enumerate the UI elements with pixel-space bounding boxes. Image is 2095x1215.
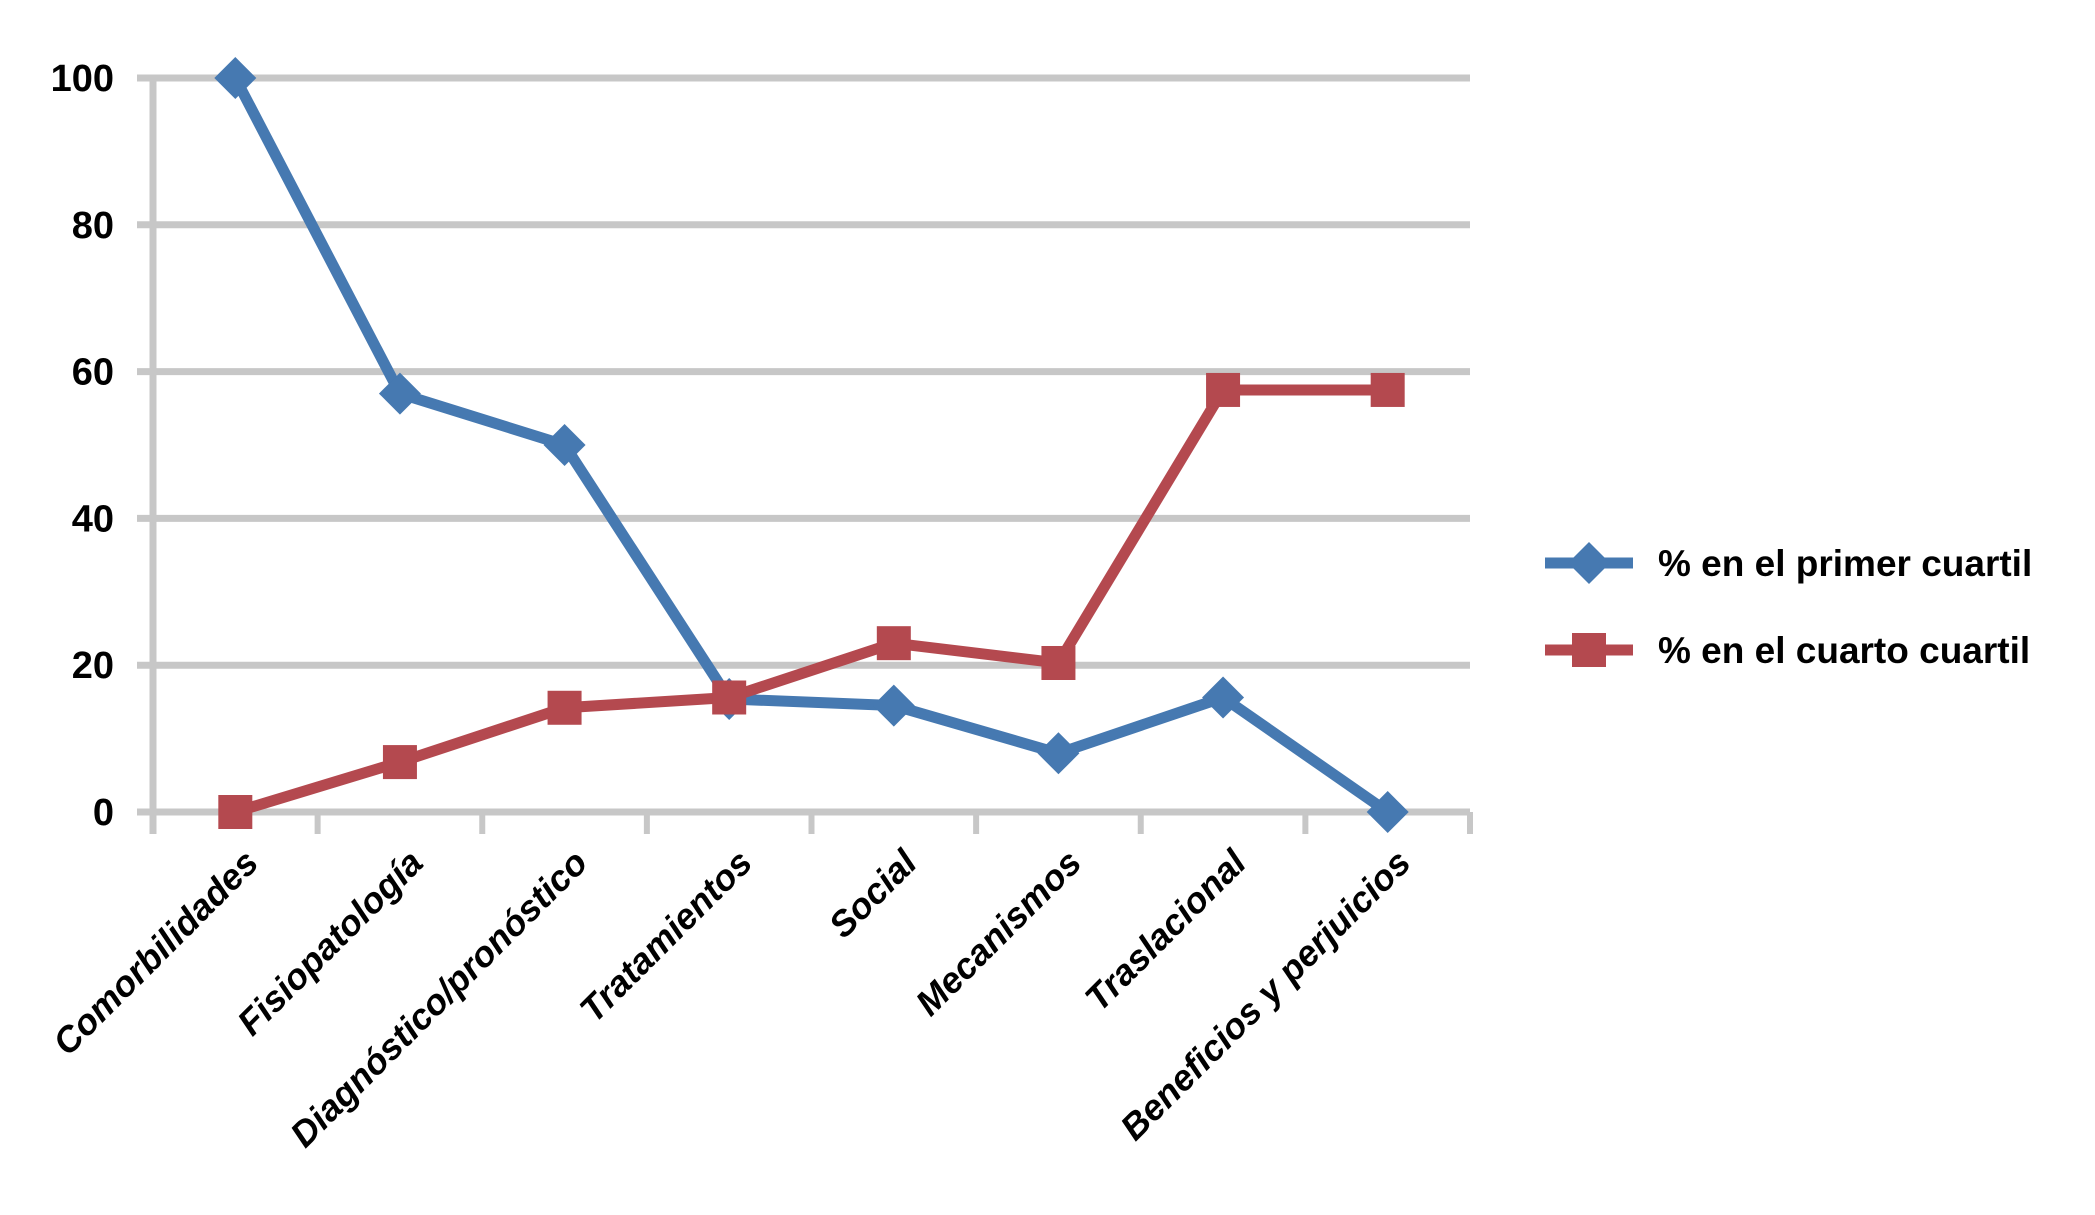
series-1-point-6-square-marker bbox=[1206, 372, 1241, 407]
legend-item-1-label: % en el cuarto cuartil bbox=[1658, 630, 2030, 671]
legend: % en el primer cuartil % en el cuarto cua… bbox=[1545, 542, 2032, 671]
axes bbox=[149, 78, 1473, 834]
data-series bbox=[214, 57, 1409, 833]
x-axis-labels: ComorbilidadesFisiopatologíaDiagnóstico/… bbox=[45, 841, 1419, 1155]
x-axis-label-5: Mecanismos bbox=[907, 842, 1089, 1024]
y-axis-label-40: 40 bbox=[72, 498, 114, 540]
x-axis-label-6: Traslacional bbox=[1077, 841, 1255, 1019]
x-axis-label-3: Tratamientos bbox=[571, 842, 759, 1030]
series-0-point-0-diamond-marker bbox=[214, 57, 257, 99]
legend-item-0-label: % en el primer cuartil bbox=[1658, 543, 2032, 584]
series-0-point-1-diamond-marker bbox=[378, 372, 421, 415]
gridlines bbox=[137, 74, 1470, 816]
series-1 bbox=[218, 372, 1405, 829]
series-1-point-7-square-marker bbox=[1370, 372, 1405, 407]
series-1-point-5-square-marker bbox=[1041, 645, 1076, 680]
series-1-point-2-square-marker bbox=[547, 690, 582, 725]
series-1-point-0-square-marker bbox=[218, 795, 253, 829]
y-axis-label-100: 100 bbox=[51, 58, 114, 100]
x-axis-label-7: Beneficios y perjuicios bbox=[1112, 842, 1418, 1148]
x-axis-label-0: Comorbilidades bbox=[45, 842, 266, 1063]
series-0-point-2-diamond-marker bbox=[543, 424, 586, 466]
series-0-point-4-diamond-marker bbox=[872, 684, 915, 727]
legend-item-0: % en el primer cuartil bbox=[1545, 542, 2032, 584]
legend-item-1: % en el cuarto cuartil bbox=[1545, 630, 2030, 671]
series-0-line bbox=[230, 75, 1391, 817]
y-axis-label-20: 20 bbox=[72, 645, 114, 687]
y-axis-labels: 0 20 40 60 80 100 bbox=[51, 58, 114, 834]
y-axis-label-60: 60 bbox=[72, 352, 114, 394]
legend-item-0-diamond-marker bbox=[1568, 542, 1610, 584]
x-axis-label-2: Diagnóstico/pronóstico bbox=[282, 842, 595, 1155]
series-0 bbox=[214, 57, 1409, 833]
series-1-point-1-square-marker bbox=[382, 745, 417, 780]
series-1-line bbox=[233, 384, 1388, 818]
series-0-point-6-diamond-marker bbox=[1202, 676, 1245, 719]
y-axis-label-0: 0 bbox=[93, 792, 114, 834]
series-1-point-4-square-marker bbox=[876, 626, 911, 661]
series-0-point-7-diamond-marker bbox=[1366, 791, 1409, 833]
series-1-point-3-square-marker bbox=[712, 680, 747, 715]
legend-item-1-square-marker bbox=[1572, 633, 1606, 667]
y-axis-label-80: 80 bbox=[72, 205, 114, 247]
x-axis-label-4: Social bbox=[820, 841, 925, 946]
series-0-point-5-diamond-marker bbox=[1037, 732, 1080, 775]
